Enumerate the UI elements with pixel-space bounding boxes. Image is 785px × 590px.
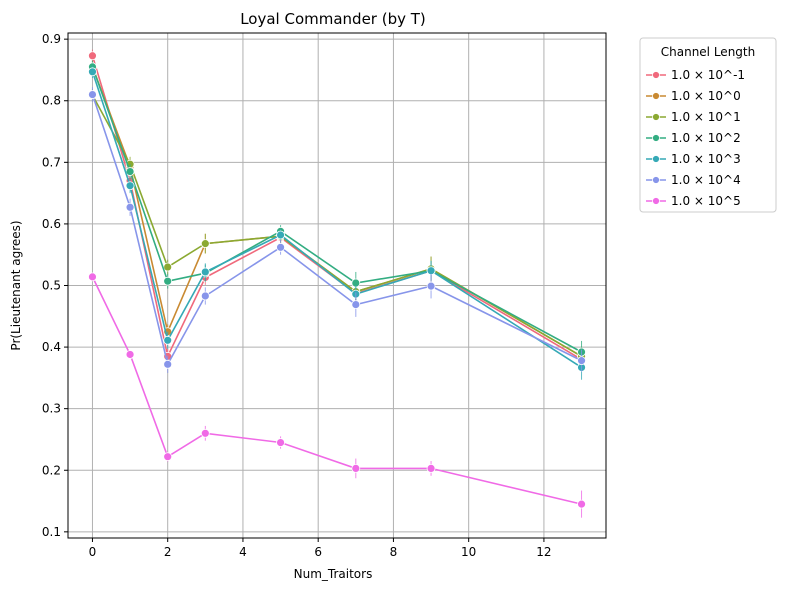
y-tick-label: 0.2	[42, 463, 61, 477]
y-tick-label: 0.3	[42, 402, 61, 416]
series-line	[91, 276, 582, 505]
x-tick-label: 10	[461, 545, 476, 559]
legend-label: 1.0 × 10^4	[671, 173, 741, 187]
legend-box	[639, 37, 777, 213]
data-point	[200, 267, 210, 277]
data-point	[426, 464, 436, 473]
x-tick-label: 4	[239, 545, 247, 559]
legend-marker	[652, 197, 660, 205]
data-point	[200, 291, 210, 301]
data-point	[163, 335, 173, 345]
y-tick-label: 0.1	[42, 525, 61, 539]
data-point	[276, 438, 285, 447]
series-line	[91, 71, 582, 369]
y-tick-label: 0.4	[42, 340, 61, 354]
y-tick-label: 0.8	[42, 94, 61, 108]
y-axis-label: Pr(Lieutenant agrees)	[9, 220, 23, 350]
y-tick-label: 0.9	[42, 32, 61, 46]
legend-label: 1.0 × 10^2	[671, 131, 741, 145]
data-point	[88, 51, 97, 61]
data-point	[125, 350, 135, 359]
y-tick-label: 0.5	[42, 279, 61, 293]
legend-label: 1.0 × 10^0	[671, 89, 741, 103]
legend-marker	[652, 155, 660, 163]
data-point	[163, 276, 173, 286]
x-axis-label: Num_Traitors	[294, 567, 373, 581]
data-point	[125, 167, 135, 176]
y-tick-label: 0.7	[42, 155, 61, 169]
x-tick-label: 8	[390, 545, 398, 559]
series-layer	[88, 49, 586, 518]
data-point	[200, 428, 210, 438]
data-point	[163, 452, 173, 462]
legend-label: 1.0 × 10^-1	[671, 68, 745, 82]
data-point	[276, 242, 285, 252]
data-point	[200, 239, 210, 249]
series-6	[88, 87, 586, 373]
legend-items: 1.0 × 10^-1 1.0 × 10^0 1.0 × 10^1 1.0 × 10^…	[646, 68, 745, 208]
x-tick-label: 12	[536, 545, 551, 559]
data-point	[351, 464, 361, 473]
data-point	[88, 272, 97, 282]
legend-marker	[652, 71, 660, 79]
data-point	[125, 202, 135, 212]
data-point	[351, 300, 361, 309]
data-point	[163, 359, 173, 369]
legend-marker	[652, 113, 660, 121]
data-point	[125, 181, 135, 191]
series-line	[91, 94, 582, 367]
data-point	[577, 499, 586, 509]
x-tick-label: 6	[314, 545, 322, 559]
series-7	[88, 272, 586, 518]
series-line	[91, 94, 582, 357]
legend-marker	[652, 134, 660, 142]
legend-label: 1.0 × 10^3	[671, 152, 741, 166]
x-tick-label: 0	[89, 545, 97, 559]
data-point	[426, 281, 436, 291]
data-point	[276, 230, 285, 240]
legend-marker	[652, 176, 660, 184]
legend-label: 1.0 × 10^1	[671, 110, 741, 124]
y-tick-label: 0.6	[42, 217, 61, 231]
x-tick-label: 2	[164, 545, 172, 559]
legend: Channel Length 1.0 × 10^-11.0 × 10^01.0 …	[639, 37, 777, 213]
legend-title: Channel Length	[661, 45, 755, 59]
data-point	[577, 356, 586, 366]
data-point	[88, 90, 97, 99]
series-line	[91, 66, 582, 353]
chart-title: Loyal Commander (by T)	[240, 10, 426, 28]
data-point	[426, 266, 436, 276]
series-3	[88, 89, 586, 367]
axis-ticks: 0 2 4 6 8 10 12 0.1 0.2 0.3 0.4 0.5 0.6 0.7 0.8 0.9	[42, 32, 552, 559]
data-point	[88, 67, 97, 77]
legend-marker	[652, 92, 660, 100]
data-point	[163, 262, 173, 272]
legend-label: 1.0 × 10^5	[671, 194, 741, 208]
